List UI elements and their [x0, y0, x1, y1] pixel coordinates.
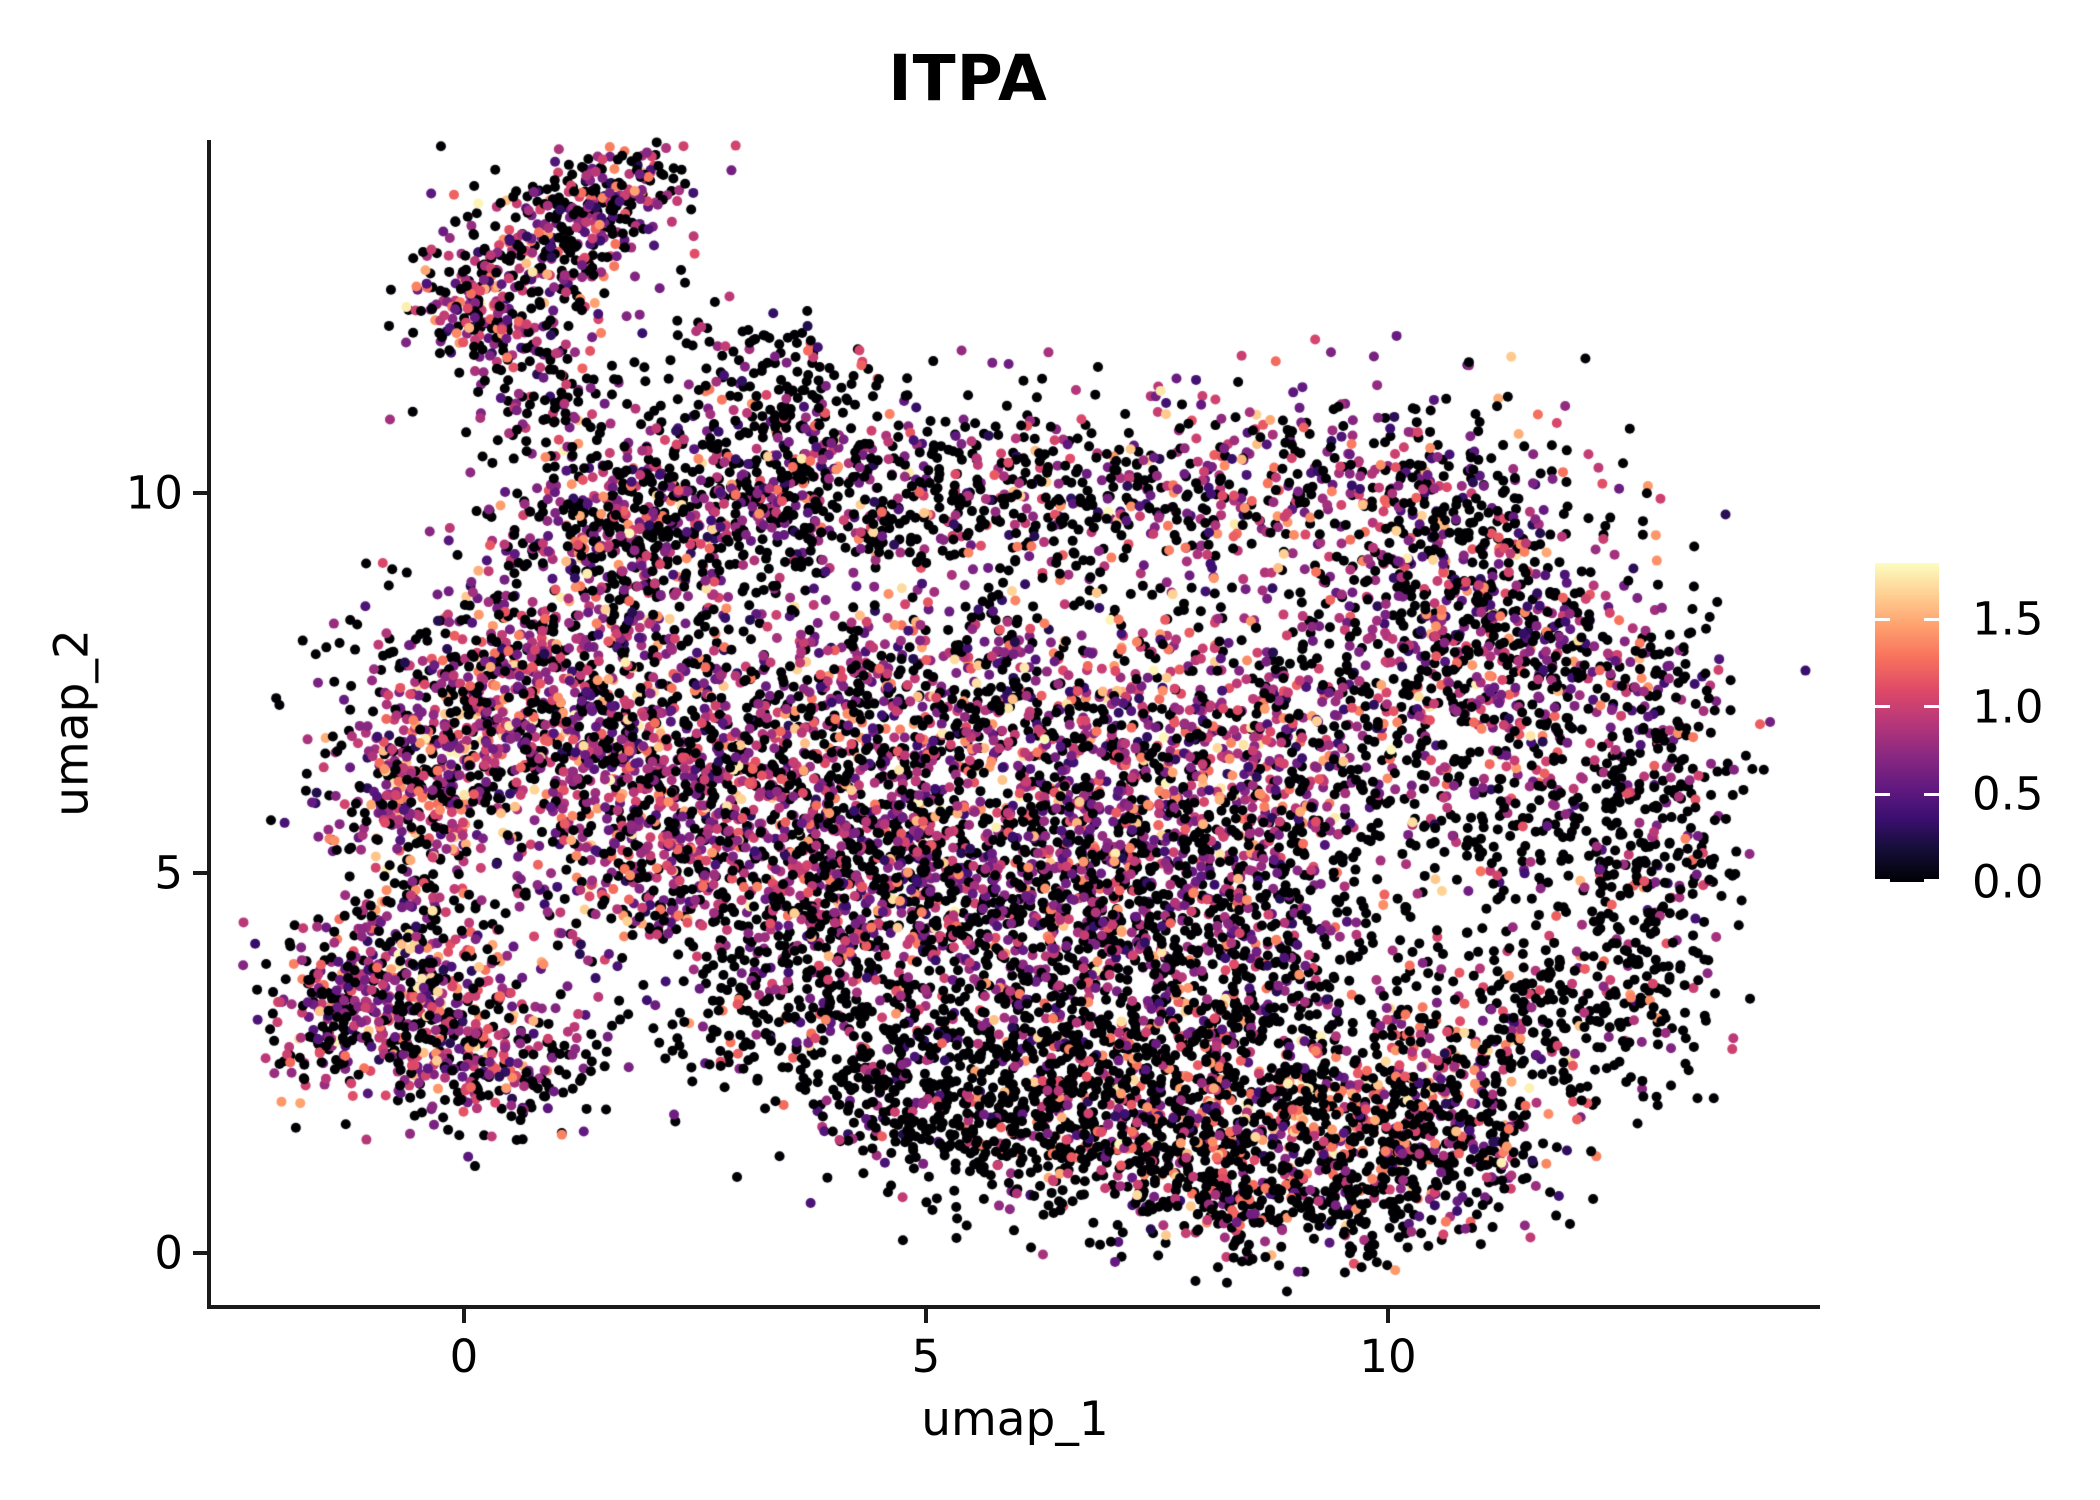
colorbar-tick-mark: [1924, 617, 1939, 621]
x-axis-line: [207, 1305, 1820, 1309]
colorbar-tick-label: 1.0: [1972, 680, 2044, 734]
x-axis-title: umap_1: [921, 1392, 1109, 1447]
y-axis-title: umap_2: [44, 629, 100, 817]
y-tick-mark: [193, 1251, 207, 1255]
colorbar-tick-mark: [1924, 792, 1939, 796]
x-tick-mark: [462, 1309, 466, 1323]
colorbar-tick-mark: [1875, 617, 1890, 621]
colorbar-tick-label: 0.0: [1972, 855, 2044, 909]
y-tick-label: 10: [125, 466, 183, 520]
colorbar-tick-mark: [1924, 705, 1939, 709]
x-tick-label: 5: [911, 1330, 941, 1383]
x-tick-label: 0: [449, 1330, 479, 1383]
y-tick-label: 5: [154, 846, 183, 900]
colorbar-tick-mark: [1875, 792, 1890, 796]
x-tick-mark: [1386, 1309, 1390, 1323]
colorbar-gradient: [1875, 563, 1939, 882]
plot-title: ITPA: [888, 42, 1048, 115]
colorbar-tick-mark: [1924, 879, 1939, 882]
x-tick-mark: [924, 1309, 928, 1323]
y-tick-mark: [193, 871, 207, 875]
colorbar-tick-label: 1.5: [1972, 592, 2044, 646]
colorbar-tick-mark: [1875, 705, 1890, 709]
y-tick-label: 0: [154, 1226, 183, 1280]
colorbar-tick-mark: [1875, 879, 1890, 882]
y-tick-mark: [193, 491, 207, 495]
colorbar-tick-label: 0.5: [1972, 767, 2044, 821]
x-tick-label: 10: [1359, 1330, 1417, 1383]
y-axis-line: [207, 140, 211, 1309]
